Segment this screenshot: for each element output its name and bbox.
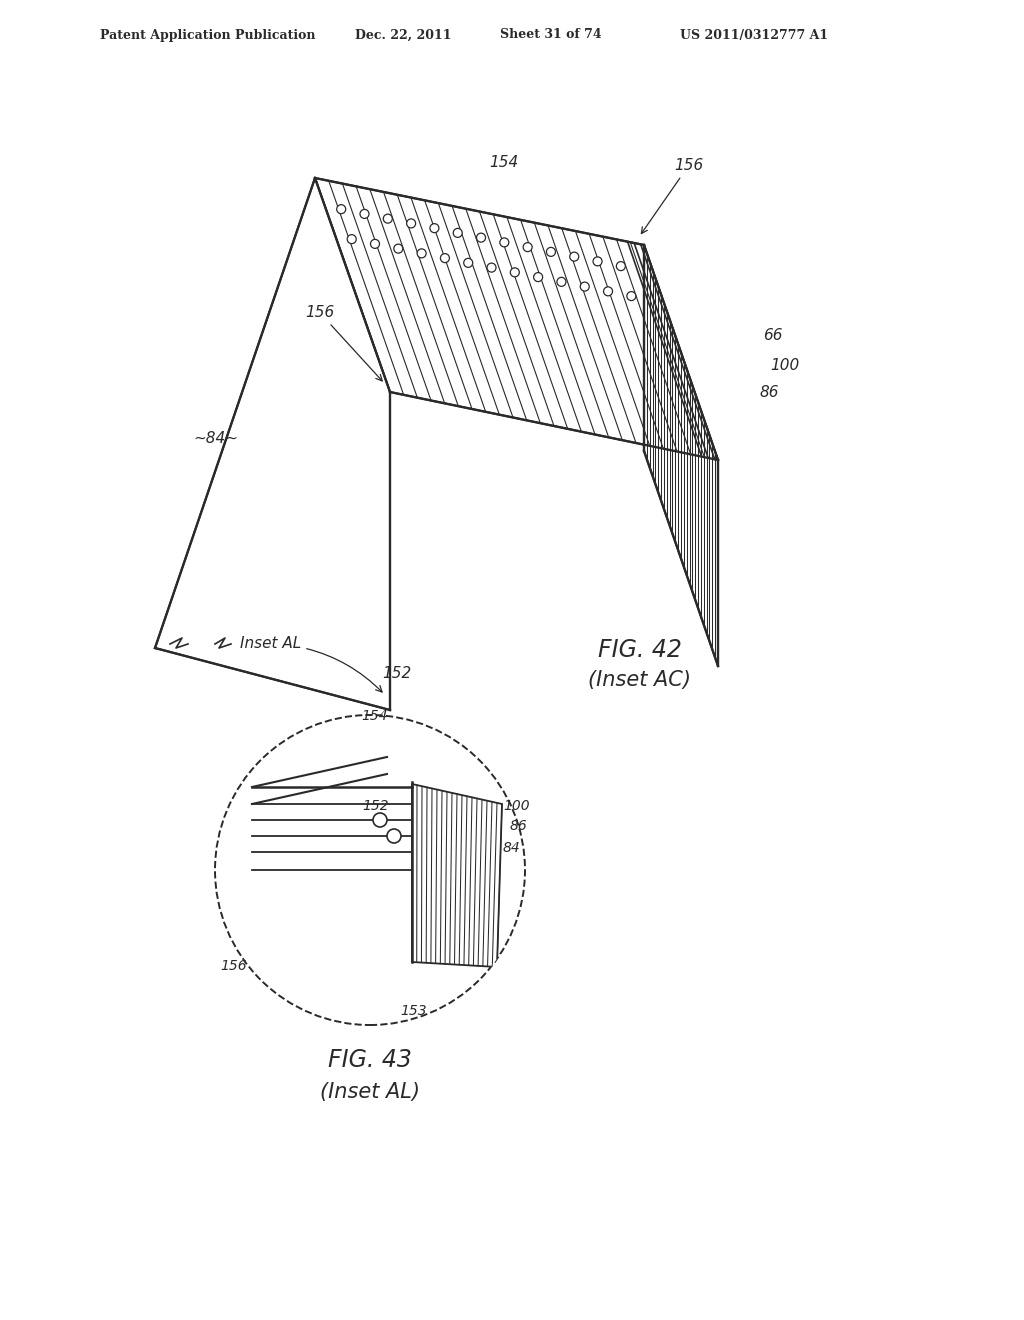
Text: 86: 86	[760, 385, 779, 400]
Text: 84: 84	[503, 841, 521, 855]
Text: 154: 154	[489, 154, 518, 170]
Circle shape	[487, 263, 496, 272]
Text: 153: 153	[400, 1005, 427, 1018]
Circle shape	[440, 253, 450, 263]
Text: FIG. 43: FIG. 43	[328, 1048, 412, 1072]
Text: 86: 86	[510, 818, 527, 833]
Text: ~84~: ~84~	[193, 432, 238, 446]
Circle shape	[593, 257, 602, 265]
Text: 152: 152	[362, 799, 389, 813]
Circle shape	[407, 219, 416, 228]
Circle shape	[373, 813, 387, 828]
Text: Sheet 31 of 74: Sheet 31 of 74	[500, 29, 602, 41]
Polygon shape	[644, 246, 718, 667]
Circle shape	[371, 239, 380, 248]
Text: 154: 154	[361, 709, 388, 723]
Circle shape	[360, 210, 369, 218]
Circle shape	[603, 286, 612, 296]
Circle shape	[215, 715, 525, 1026]
Circle shape	[337, 205, 346, 214]
Polygon shape	[155, 178, 390, 710]
Circle shape	[430, 223, 439, 232]
Text: 100: 100	[770, 358, 800, 374]
Circle shape	[500, 238, 509, 247]
Text: Dec. 22, 2011: Dec. 22, 2011	[355, 29, 452, 41]
Circle shape	[547, 247, 555, 256]
Text: FIG. 42: FIG. 42	[598, 638, 682, 663]
Polygon shape	[315, 178, 718, 459]
Circle shape	[523, 243, 532, 252]
Circle shape	[557, 277, 566, 286]
Text: US 2011/0312777 A1: US 2011/0312777 A1	[680, 29, 828, 41]
Circle shape	[464, 259, 473, 268]
Text: (Inset AL): (Inset AL)	[319, 1082, 420, 1102]
Text: (Inset AC): (Inset AC)	[589, 671, 691, 690]
Circle shape	[347, 235, 356, 244]
Circle shape	[534, 273, 543, 281]
Text: 152: 152	[382, 667, 412, 681]
Circle shape	[417, 249, 426, 257]
Circle shape	[394, 244, 402, 253]
Circle shape	[383, 214, 392, 223]
Circle shape	[454, 228, 462, 238]
Circle shape	[476, 234, 485, 242]
Circle shape	[581, 282, 589, 292]
Circle shape	[387, 829, 401, 843]
Text: 156: 156	[641, 158, 703, 234]
Polygon shape	[412, 784, 502, 968]
Circle shape	[627, 292, 636, 301]
Text: 156: 156	[305, 305, 382, 381]
Text: 156: 156	[220, 960, 247, 973]
Circle shape	[616, 261, 626, 271]
Circle shape	[569, 252, 579, 261]
Text: Patent Application Publication: Patent Application Publication	[100, 29, 315, 41]
Circle shape	[510, 268, 519, 277]
Text: Inset AL: Inset AL	[240, 636, 382, 692]
Text: 66: 66	[763, 327, 782, 343]
Text: 100: 100	[503, 799, 529, 813]
